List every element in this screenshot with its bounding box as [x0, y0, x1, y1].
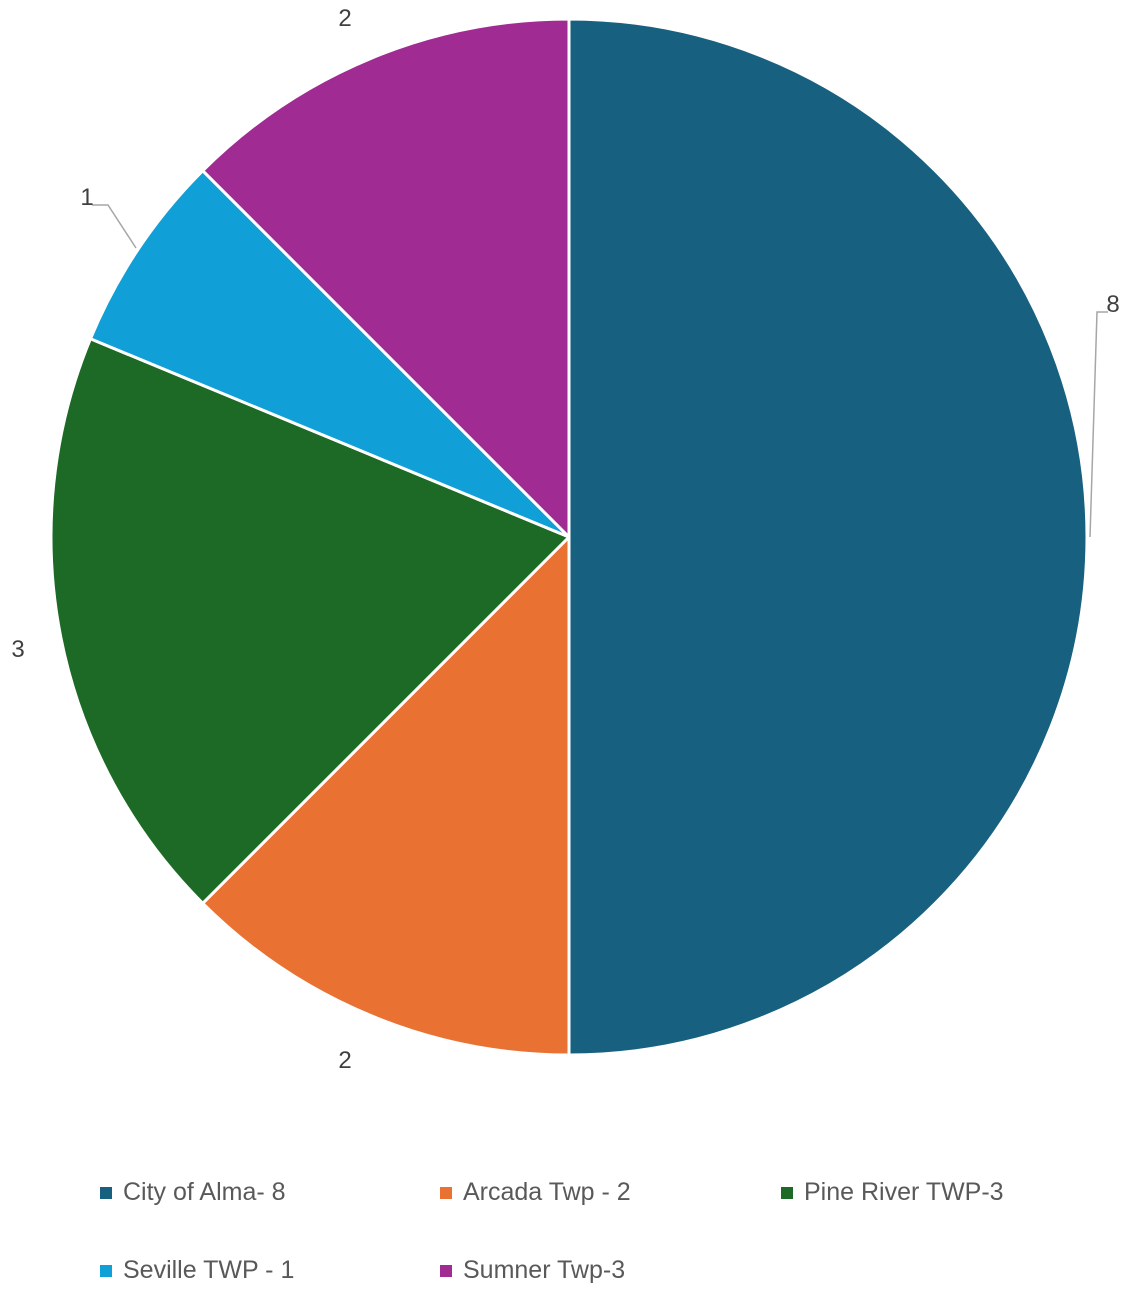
data-label: 3	[11, 636, 24, 663]
pie-slices	[49, 17, 1089, 1057]
data-label: 2	[338, 5, 351, 32]
data-label: 2	[338, 1047, 351, 1074]
pie-slice-city-of-alma-8	[567, 17, 1089, 1057]
data-label: 1	[80, 184, 93, 211]
pie-slice-seville-twp-1	[88, 169, 571, 539]
pie-slice-sumner-twp-3	[201, 17, 571, 539]
data-label: 8	[1106, 291, 1119, 318]
leader-lines	[92, 204, 1108, 538]
pie-slice-pine-river-twp-3	[49, 337, 571, 905]
data-labels: 8 2 3 1 2	[11, 5, 1119, 1074]
pie-slice-arcada-twp-2	[201, 535, 571, 1057]
leader-line	[92, 204, 137, 249]
leader-line	[1089, 311, 1108, 538]
